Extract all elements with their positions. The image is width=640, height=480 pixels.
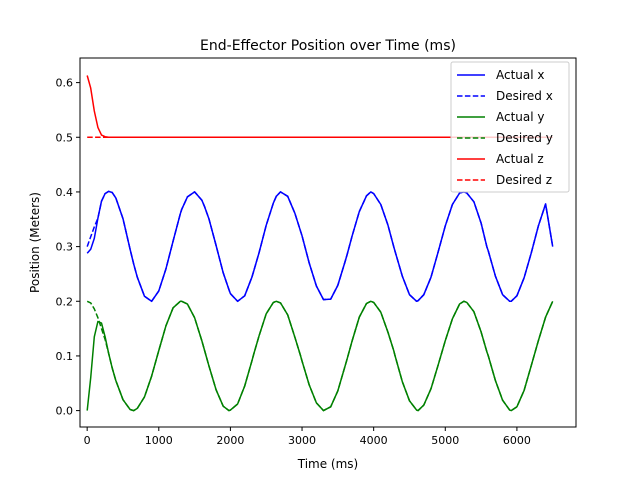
y-tick-label: 0.6 <box>56 77 74 90</box>
y-tick-label: 0.0 <box>56 405 74 418</box>
chart-title: End-Effector Position over Time (ms) <box>200 38 456 54</box>
x-tick-label: 0 <box>84 434 91 447</box>
legend-label: Desired x <box>496 89 553 103</box>
y-tick-label: 0.4 <box>56 186 74 199</box>
y-axis-label: Position (Meters) <box>28 192 42 293</box>
x-tick-label: 3000 <box>288 434 316 447</box>
x-axis: 0 1000 2000 3000 4000 5000 6000 <box>84 427 531 447</box>
legend-label: Desired z <box>496 173 552 187</box>
y-tick-label: 0.5 <box>56 131 74 144</box>
y-tick-label: 0.2 <box>56 295 74 308</box>
series-line-desired-y <box>86 300 554 412</box>
legend-label: Desired y <box>496 131 553 145</box>
x-tick-label: 2000 <box>216 434 244 447</box>
x-tick-label: 1000 <box>145 434 173 447</box>
x-tick-label: 6000 <box>503 434 531 447</box>
legend-label: Actual x <box>496 68 545 82</box>
plot-area <box>79 57 577 428</box>
axes-frame <box>79 57 577 428</box>
legend: Actual x Desired x Actual y Desired y Actual… <box>450 61 570 193</box>
series-layer <box>86 75 554 412</box>
y-tick-label: 0.3 <box>56 241 74 254</box>
legend-label: Actual y <box>496 110 545 124</box>
series-line-desired-x <box>86 190 554 303</box>
x-tick-label: 4000 <box>360 434 388 447</box>
legend-label: Actual z <box>496 152 544 166</box>
x-tick-label: 5000 <box>431 434 459 447</box>
y-axis: 0.0 0.1 0.2 0.3 0.4 0.5 0.6 <box>56 77 80 418</box>
y-tick-label: 0.1 <box>56 350 74 363</box>
x-axis-label: Time (ms) <box>297 457 359 471</box>
